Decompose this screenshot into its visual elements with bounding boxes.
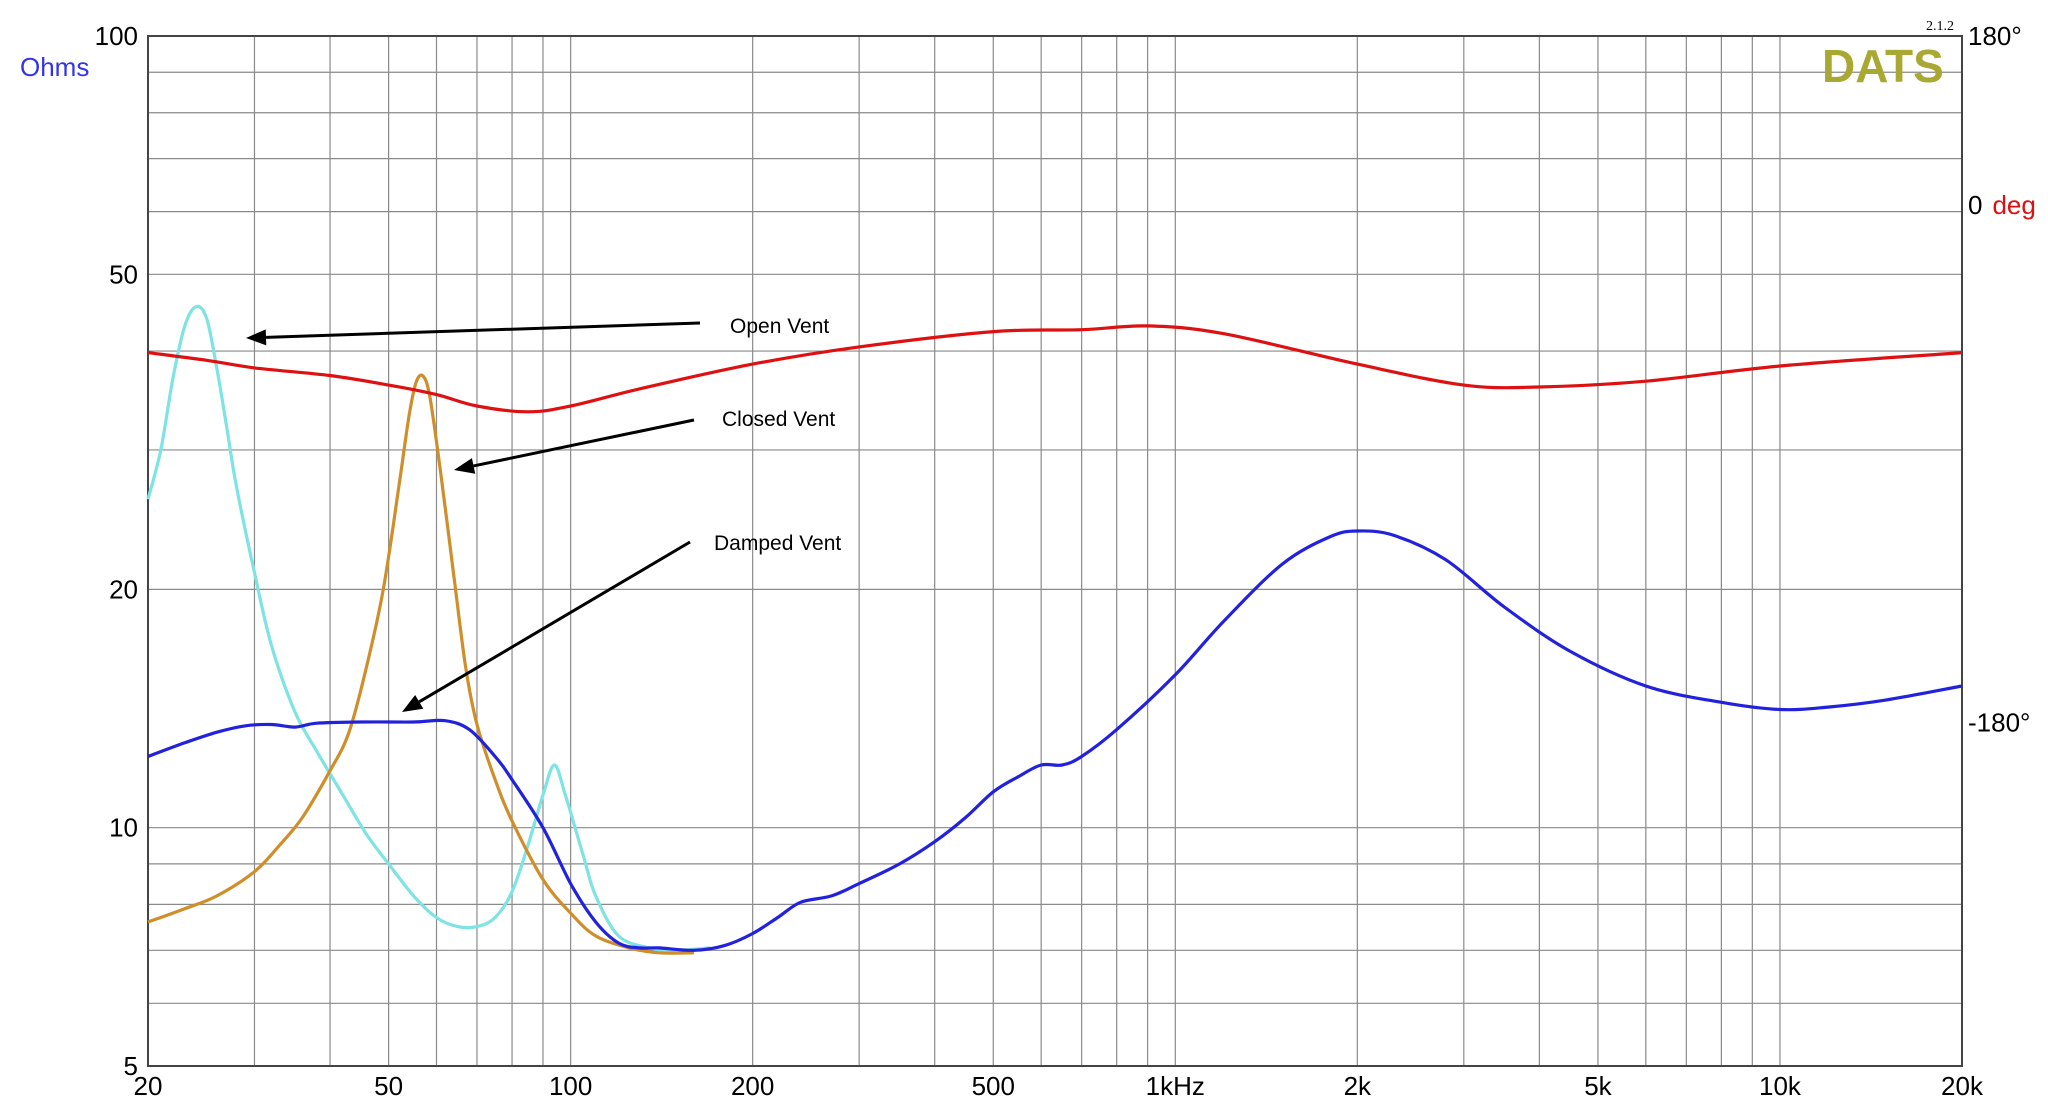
x-tick-label: 1kHz bbox=[1146, 1071, 1205, 1101]
y-tick-label: 50 bbox=[109, 259, 138, 289]
plot-frame bbox=[147, 35, 1963, 1067]
arrow-head bbox=[454, 458, 476, 474]
x-tick-label: 20 bbox=[134, 1071, 163, 1101]
y2-unit-label: deg bbox=[1992, 190, 2035, 220]
x-axis-ticks: 20 50 100 200 500 1kHz 2k 5k 10k 20k bbox=[134, 1071, 1984, 1101]
arrow-open-vent bbox=[246, 321, 701, 346]
x-tick-label: 10k bbox=[1759, 1071, 1802, 1101]
arrow-head bbox=[402, 694, 424, 712]
y2-axis-ticks: 180° -180° bbox=[1968, 21, 2030, 738]
x-tick-label: 20k bbox=[1941, 1071, 1984, 1101]
phase-curve bbox=[147, 324, 1963, 414]
version-label: 2.1.2 bbox=[1926, 19, 1954, 34]
arrow-shaft bbox=[418, 540, 691, 704]
x-tick-label: 200 bbox=[731, 1071, 774, 1101]
y-tick-label: 10 bbox=[109, 813, 138, 843]
y-tick-label: 100 bbox=[95, 21, 138, 51]
series-lines bbox=[146, 304, 1963, 955]
arrow-shaft bbox=[473, 418, 695, 468]
impedance-curve-1 bbox=[146, 304, 711, 952]
y2-axis-label: 0 deg bbox=[1968, 190, 2036, 220]
y2-zero-label: 0 bbox=[1968, 190, 1982, 220]
y-axis-label: Ohms bbox=[20, 52, 89, 82]
arrow-closed-vent bbox=[454, 418, 695, 474]
impedance-curve-3 bbox=[147, 529, 1963, 952]
arrow-damped-vent bbox=[402, 540, 691, 712]
annotation-closed-vent: Closed Vent bbox=[722, 408, 835, 431]
x-tick-label: 100 bbox=[549, 1071, 592, 1101]
y2-tick-label: 180° bbox=[1968, 21, 2022, 51]
x-tick-label: 50 bbox=[374, 1071, 403, 1101]
grid bbox=[148, 36, 1962, 1066]
arrow-head bbox=[246, 329, 267, 346]
annotation-damped-vent: Damped Vent bbox=[714, 532, 841, 555]
annotation-open-vent: Open Vent bbox=[730, 315, 829, 338]
x-tick-label: 5k bbox=[1584, 1071, 1612, 1101]
x-tick-label: 2k bbox=[1344, 1071, 1372, 1101]
impedance-curve-2 bbox=[147, 373, 695, 955]
y-tick-label: 5 bbox=[124, 1051, 138, 1081]
y2-tick-label: -180° bbox=[1968, 708, 2030, 738]
arrow-shaft bbox=[265, 321, 701, 339]
annotation-arrows bbox=[246, 321, 701, 712]
x-tick-label: 500 bbox=[972, 1071, 1015, 1101]
y-axis-ticks: 100 50 20 10 5 bbox=[95, 21, 138, 1081]
y-tick-label: 20 bbox=[109, 574, 138, 604]
brand-logo: DATS bbox=[1822, 40, 1944, 92]
